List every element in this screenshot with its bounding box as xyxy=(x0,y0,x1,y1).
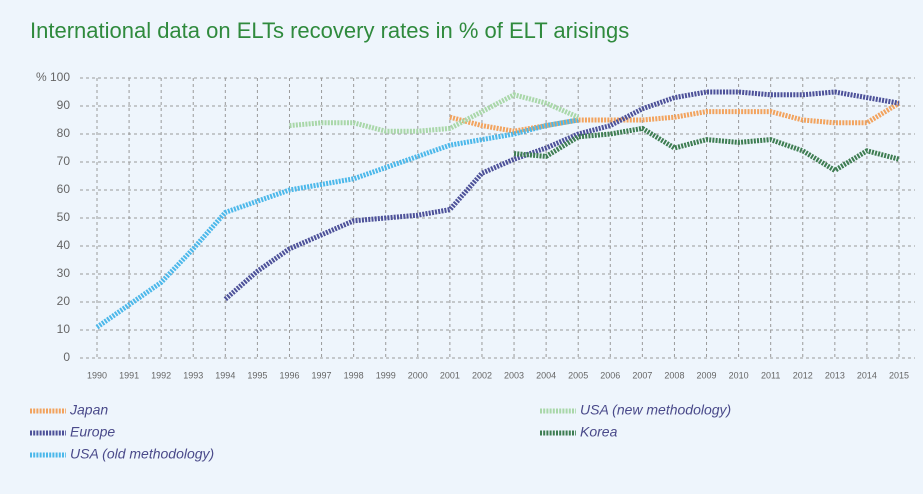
x-tick-label: 2014 xyxy=(857,370,877,380)
x-tick-label: 1995 xyxy=(247,370,267,380)
series-line xyxy=(289,92,580,134)
x-tick-label: 2009 xyxy=(697,370,717,380)
y-tick-label: 40 xyxy=(57,238,71,252)
x-tick-label: 2006 xyxy=(600,370,620,380)
y-tick-label: 50 xyxy=(57,210,71,224)
series-line xyxy=(449,101,901,134)
x-tick-label: 2002 xyxy=(472,370,492,380)
x-tick-label: 2012 xyxy=(793,370,813,380)
legend-label: Korea xyxy=(580,424,618,440)
x-tick-label: 1998 xyxy=(344,370,364,380)
x-tick-label: 1991 xyxy=(119,370,139,380)
x-tick-label: 2015 xyxy=(889,370,909,380)
x-tick-label: 2001 xyxy=(440,370,460,380)
x-tick-label: 2003 xyxy=(504,370,524,380)
y-tick-label: 80 xyxy=(57,126,71,140)
legend-label: Europe xyxy=(70,424,115,440)
chart-title: International data on ELTs recovery rate… xyxy=(30,18,629,43)
x-tick-label: 2000 xyxy=(408,370,428,380)
legend-label: USA (new methodology) xyxy=(580,402,731,418)
legend-label: USA (old methodology) xyxy=(70,446,214,462)
x-tick-label: 1990 xyxy=(87,370,107,380)
x-tick-label: 1996 xyxy=(279,370,299,380)
x-tick-label: 1999 xyxy=(376,370,396,380)
y-tick-label: 30 xyxy=(57,266,71,280)
y-tick-label: 10 xyxy=(57,322,71,336)
y-tick-label: 20 xyxy=(57,294,71,308)
y-tick-label: 70 xyxy=(57,154,71,168)
x-tick-label: 2007 xyxy=(632,370,652,380)
y-tick-label: 90 xyxy=(57,98,71,112)
y-tick-label: 60 xyxy=(57,182,71,196)
x-tick-label: 2011 xyxy=(761,370,780,380)
x-tick-label: 1994 xyxy=(215,370,235,380)
x-tick-label: 2005 xyxy=(568,370,588,380)
x-tick-label: 2004 xyxy=(536,370,556,380)
x-tick-label: 2010 xyxy=(729,370,749,380)
x-tick-label: 1997 xyxy=(312,370,332,380)
legend-label: Japan xyxy=(69,402,108,418)
x-tick-label: 2013 xyxy=(825,370,845,380)
x-tick-label: 1993 xyxy=(183,370,203,380)
y-tick-label: 0 xyxy=(63,350,70,364)
x-tick-label: 2008 xyxy=(664,370,684,380)
y-tick-label: % 100 xyxy=(36,70,70,84)
series-line xyxy=(513,125,900,173)
x-tick-label: 1992 xyxy=(151,370,171,380)
